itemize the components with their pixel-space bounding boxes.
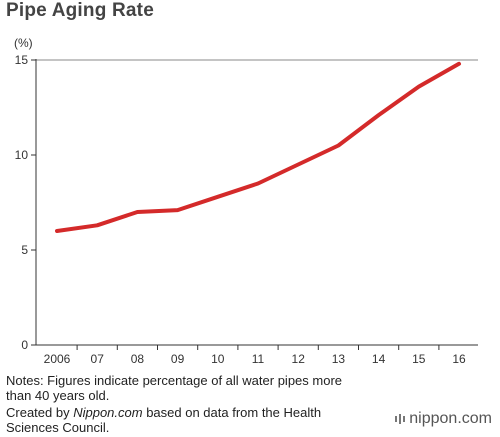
credit-prefix: Created by <box>6 405 74 420</box>
y-tick-label: 15 <box>15 53 29 67</box>
chart-title: Pipe Aging Rate <box>6 0 154 21</box>
x-tick-label: 07 <box>91 352 105 366</box>
data-line-series-0 <box>55 61 461 233</box>
x-tick-label: 09 <box>171 352 185 366</box>
logo-text: nippon.com <box>409 410 492 427</box>
y-tick-label: 5 <box>21 243 28 257</box>
y-tick-label: 10 <box>15 148 29 162</box>
credit-line: Created by Nippon.com based on data from… <box>6 405 321 420</box>
credit-suffix: based on data from the Health <box>142 405 322 420</box>
nippon-logo: nippon.com <box>395 410 492 428</box>
x-tick-label: 10 <box>211 352 225 366</box>
x-tick-label: 14 <box>372 352 386 366</box>
credit-source: Nippon.com <box>73 405 143 420</box>
y-tick-label: 0 <box>21 338 28 352</box>
notes-line-2: than 40 years old. <box>6 388 110 403</box>
x-tick-label: 08 <box>131 352 145 366</box>
x-tick-label: 13 <box>332 352 346 366</box>
x-tick-label: 11 <box>252 352 265 366</box>
x-tick-label: 15 <box>412 352 426 366</box>
x-tick-label: 2006 <box>44 352 71 366</box>
x-tick-label: 16 <box>452 352 466 366</box>
y-axis-unit-label: (%) <box>14 36 33 50</box>
logo-bars-icon <box>395 414 406 424</box>
notes-line-4: Sciences Council. <box>6 420 110 435</box>
x-tick-label: 12 <box>292 352 306 366</box>
notes-line-1: Notes: Figures indicate percentage of al… <box>6 373 343 388</box>
